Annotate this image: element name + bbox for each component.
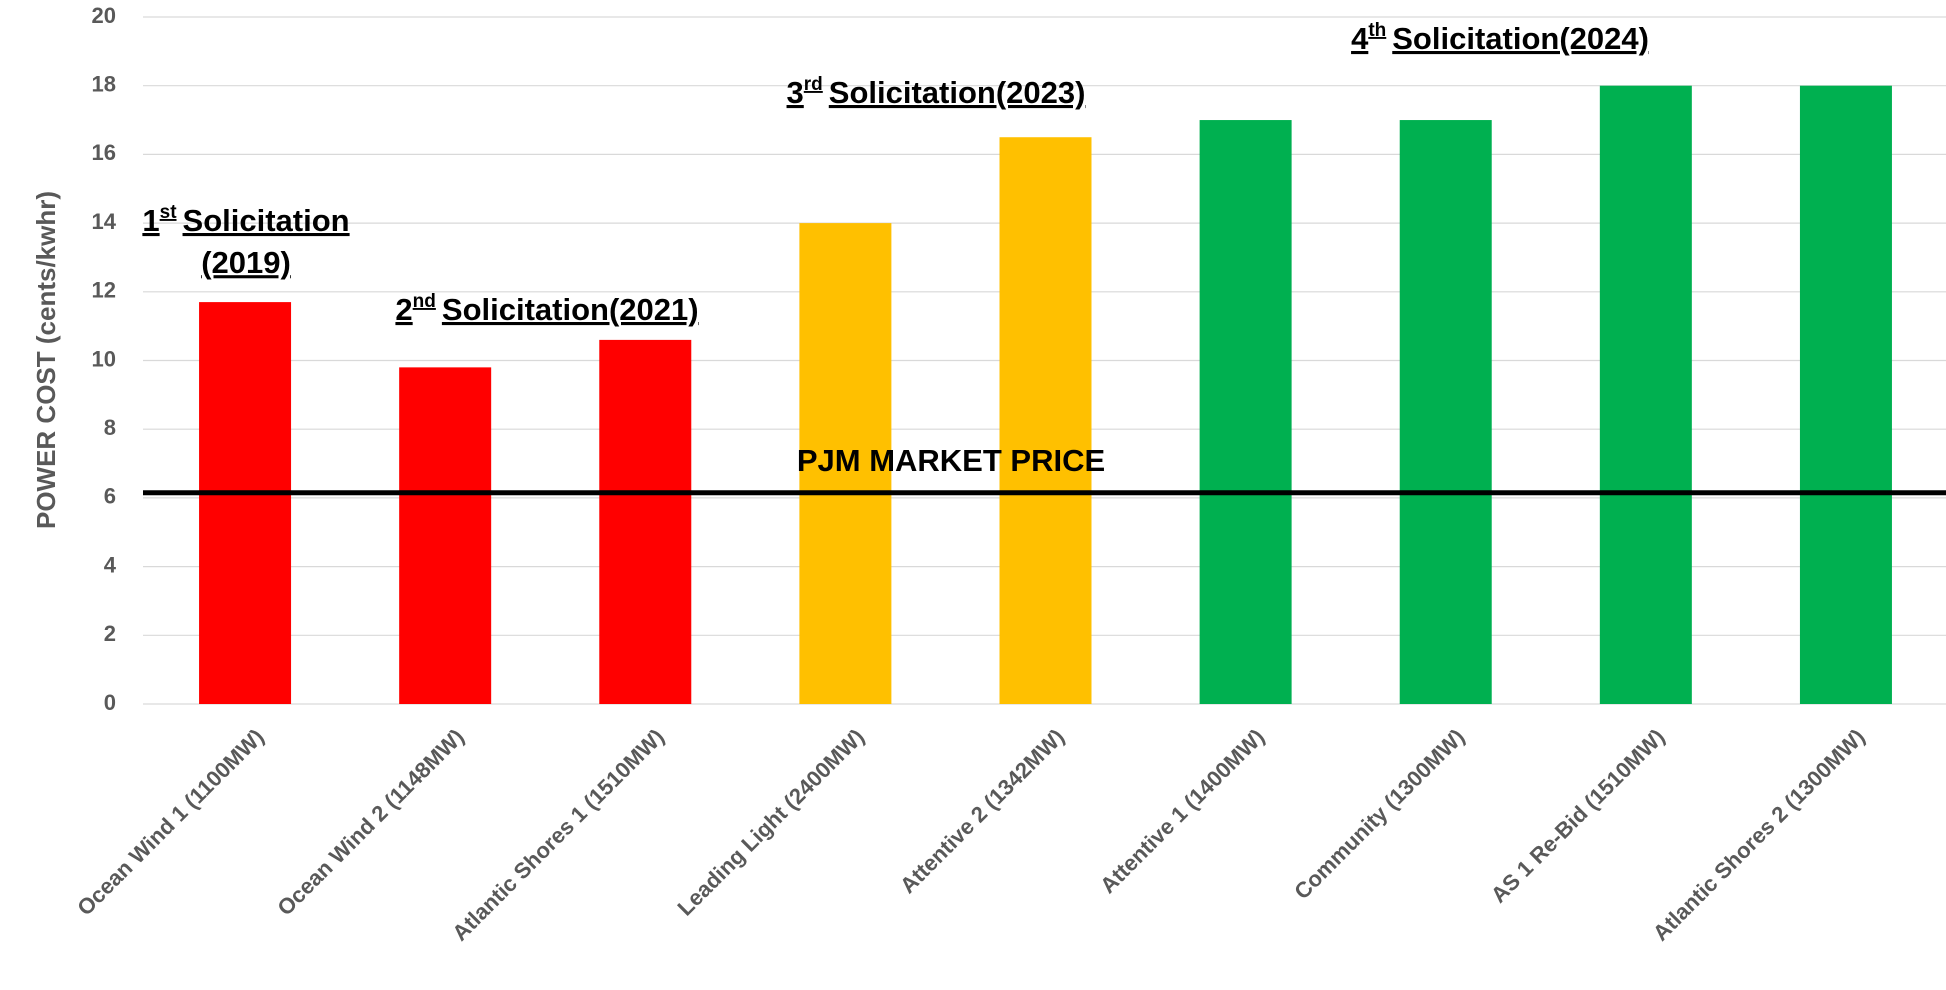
annotation-part: st	[160, 202, 178, 223]
bar	[399, 367, 492, 704]
bar	[1599, 85, 1692, 704]
bar	[199, 302, 292, 704]
annotation: 1st Solicitation	[142, 202, 349, 238]
annotation-part: Solicitation(2024)	[1392, 21, 1649, 56]
y-tick-label: 4	[104, 552, 117, 577]
reference-label: PJM MARKET PRICE	[797, 443, 1105, 478]
annotation-line: (2019)	[201, 245, 291, 280]
annotation-part: nd	[413, 291, 436, 312]
annotation-part: 3	[787, 75, 804, 110]
y-tick-label: 2	[104, 621, 116, 646]
y-tick-label: 6	[104, 484, 116, 509]
annotation-part: th	[1368, 20, 1386, 41]
bar	[1199, 120, 1292, 705]
annotation-part: Solicitation(2021)	[442, 292, 699, 327]
x-tick-label: Attentive 2 (1342MW)	[895, 724, 1069, 898]
x-tick-label: Attentive 1 (1400MW)	[1095, 724, 1269, 898]
y-tick-label: 0	[104, 690, 116, 715]
bar	[1399, 120, 1492, 705]
y-tick-label: 20	[92, 3, 116, 28]
annotation-part: Solicitation(2023)	[829, 75, 1086, 110]
y-tick-label: 14	[92, 209, 117, 234]
x-tick-label: Community (1300MW)	[1289, 724, 1469, 904]
y-axis-label: POWER COST (cents/kwhr)	[31, 191, 61, 529]
x-tick-label: Ocean Wind 2 (1148MW)	[272, 724, 468, 920]
annotation: 4th Solicitation(2024)	[1351, 20, 1649, 56]
x-tick-label: AS 1 Re-Bid (1510MW)	[1486, 724, 1670, 908]
x-tick-label: Atlantic Shores 2 (1300MW)	[1648, 724, 1870, 946]
y-tick-label: 12	[92, 278, 116, 303]
bar	[599, 339, 692, 704]
annotation-part: rd	[804, 74, 823, 95]
x-tick-label: Atlantic Shores 1 (1510MW)	[447, 724, 669, 946]
y-tick-label: 18	[92, 72, 116, 97]
x-tick-label: Leading Light (2400MW)	[672, 724, 869, 921]
bar	[1799, 85, 1892, 704]
annotation-part: 1	[142, 203, 159, 238]
annotation-part: 4	[1351, 21, 1369, 56]
y-tick-label: 16	[92, 140, 116, 165]
annotation-part: Solicitation	[183, 203, 350, 238]
x-tick-label: Ocean Wind 1 (1100MW)	[72, 724, 268, 920]
bar	[799, 223, 892, 704]
y-tick-label: 10	[92, 346, 116, 371]
y-tick-label: 8	[104, 415, 116, 440]
annotation: 2nd Solicitation(2021)	[395, 291, 698, 327]
bar	[999, 137, 1092, 705]
annotation: 3rd Solicitation(2023)	[787, 74, 1086, 110]
annotation-part: 2	[395, 292, 412, 327]
